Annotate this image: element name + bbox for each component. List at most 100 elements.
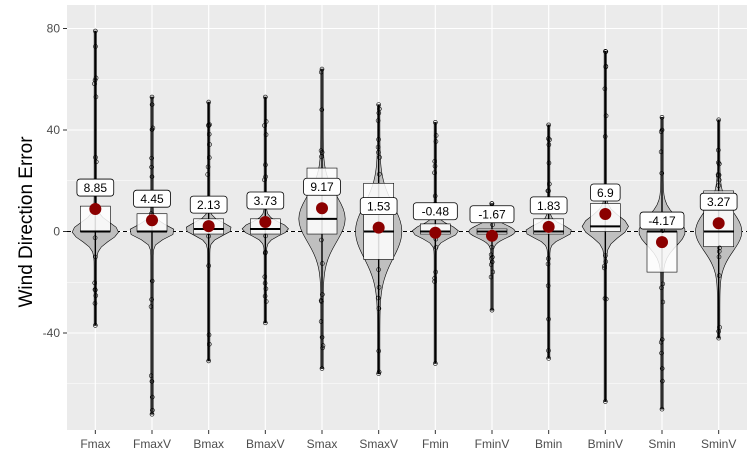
- x-tick-label: BmaxV: [246, 437, 285, 451]
- x-tick-label: SminV: [701, 437, 736, 451]
- mean-label-box: [246, 191, 285, 210]
- data-point: [92, 235, 98, 241]
- mean-label-box: [699, 192, 738, 211]
- x-tick-label: Smin: [648, 437, 675, 451]
- category-group-fminv: -1.67: [468, 201, 516, 313]
- mean-label: 8.85: [84, 181, 108, 195]
- data-point: [149, 127, 155, 132]
- data-point: [547, 181, 552, 187]
- data-point-min: [489, 307, 495, 313]
- data-point-min: [319, 366, 325, 371]
- data-point: [432, 275, 437, 281]
- data-point: [92, 280, 97, 286]
- data-point: [716, 273, 722, 278]
- data-point: [92, 287, 98, 293]
- data-point: [546, 142, 552, 148]
- data-point: [206, 131, 212, 137]
- data-point: [263, 162, 268, 168]
- data-point: [488, 262, 494, 267]
- data-point: [149, 379, 155, 384]
- data-point: [262, 123, 267, 128]
- data-point: [717, 245, 722, 251]
- data-point: [92, 287, 98, 292]
- y-tick-label: 80: [47, 22, 61, 36]
- mean-point: [486, 229, 498, 242]
- mean-label-box: [590, 183, 621, 202]
- data-point: [432, 193, 438, 199]
- mean-label-box: [469, 205, 515, 224]
- y-tick-label: 40: [47, 123, 61, 137]
- data-point: [263, 174, 268, 180]
- data-point: [603, 259, 609, 264]
- data-point-min: [263, 320, 268, 326]
- data-point: [715, 173, 721, 179]
- data-point: [263, 286, 269, 292]
- category-group-smin: -4.17: [638, 115, 686, 412]
- category-group-fmaxv: 4.45: [129, 94, 175, 417]
- data-point: [149, 278, 155, 284]
- data-point: [206, 233, 211, 239]
- data-point: [376, 137, 381, 142]
- mean-label: 3.27: [707, 195, 731, 209]
- data-point: [490, 269, 496, 275]
- data-point: [489, 244, 495, 250]
- data-point: [375, 295, 381, 301]
- mean-point: [146, 214, 158, 227]
- data-point: [717, 161, 722, 167]
- data-point-min: [603, 399, 608, 404]
- data-point: [93, 94, 99, 100]
- data-point: [546, 188, 551, 194]
- data-point: [320, 292, 325, 297]
- data-point: [547, 137, 552, 142]
- y-axis-title: Wind Direction Error: [16, 136, 37, 308]
- data-point: [602, 134, 608, 139]
- data-point-min: [206, 358, 211, 364]
- data-point: [716, 254, 722, 260]
- mean-label: 3.73: [254, 194, 278, 208]
- mean-point: [656, 236, 668, 249]
- data-point-min: [716, 335, 721, 341]
- category-group-smaxv: 1.53: [355, 102, 403, 376]
- data-point: [320, 343, 326, 348]
- mean-point: [89, 203, 102, 216]
- data-point-min: [659, 406, 665, 412]
- data-point: [262, 293, 268, 299]
- data-point: [602, 86, 608, 92]
- data-point: [93, 293, 99, 298]
- mean-label-box: [359, 197, 398, 216]
- mean-label-box: [76, 178, 115, 197]
- data-point-min: [93, 323, 98, 328]
- y-tick-label: 0: [53, 225, 60, 239]
- data-point: [716, 183, 721, 188]
- data-point: [603, 113, 609, 119]
- mean-label-box: [529, 196, 568, 215]
- data-point: [716, 249, 722, 254]
- mean-label: -1.67: [478, 208, 506, 222]
- x-tick-label: Bmax: [193, 437, 224, 451]
- data-point: [148, 373, 154, 379]
- iqr-box: [363, 182, 394, 260]
- x-axis: Fmax FmaxV Bmax BmaxV Smax SmaxV Fmin FminV Bmin…: [80, 430, 736, 451]
- data-point: [603, 64, 609, 70]
- data-point-max: [206, 99, 211, 105]
- data-point: [207, 342, 212, 347]
- mean-point: [259, 216, 272, 229]
- data-point: [376, 171, 382, 177]
- data-point: [262, 280, 268, 286]
- mean-label: -0.48: [422, 205, 450, 219]
- data-point: [546, 256, 551, 261]
- data-point: [206, 122, 211, 128]
- data-point: [603, 296, 609, 302]
- mean-label-box: [133, 189, 171, 208]
- panel-background: [67, 5, 747, 430]
- data-point: [263, 249, 268, 255]
- data-point-min: [546, 356, 551, 361]
- data-point: [717, 325, 722, 330]
- data-point: [319, 237, 324, 243]
- data-point: [432, 159, 438, 164]
- data-point: [319, 334, 325, 340]
- category-group-bminv: 6.9: [581, 49, 629, 404]
- data-point: [488, 274, 494, 280]
- data-point: [375, 118, 381, 123]
- data-point: [433, 244, 439, 250]
